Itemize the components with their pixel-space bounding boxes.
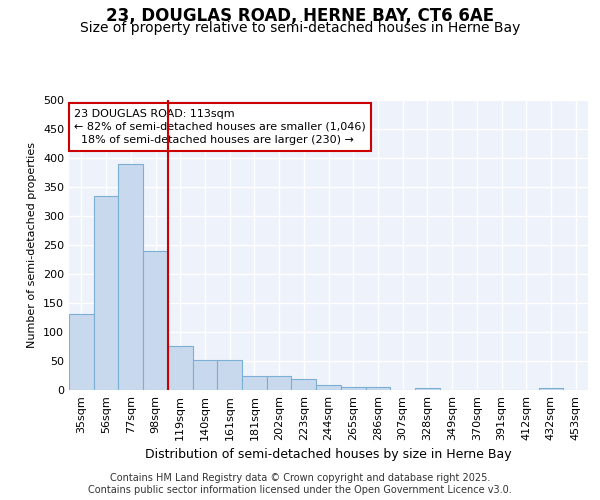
Bar	[193, 360, 217, 390]
Bar	[242, 376, 267, 390]
Text: 23 DOUGLAS ROAD: 113sqm
← 82% of semi-detached houses are smaller (1,046)
  18% : 23 DOUGLAS ROAD: 113sqm ← 82% of semi-de…	[74, 108, 366, 145]
Bar	[168, 346, 193, 390]
Y-axis label: Number of semi-detached properties: Number of semi-detached properties	[28, 142, 37, 348]
Bar	[267, 376, 292, 390]
Bar	[118, 164, 143, 390]
Text: Size of property relative to semi-detached houses in Herne Bay: Size of property relative to semi-detach…	[80, 21, 520, 35]
Bar	[292, 379, 316, 390]
Bar	[69, 314, 94, 390]
Bar	[539, 388, 563, 390]
Bar	[316, 386, 341, 390]
Bar	[341, 387, 365, 390]
Bar	[143, 251, 168, 390]
Bar	[415, 388, 440, 390]
Bar	[365, 387, 390, 390]
Bar	[94, 196, 118, 390]
Text: 23, DOUGLAS ROAD, HERNE BAY, CT6 6AE: 23, DOUGLAS ROAD, HERNE BAY, CT6 6AE	[106, 8, 494, 26]
Bar	[217, 360, 242, 390]
X-axis label: Distribution of semi-detached houses by size in Herne Bay: Distribution of semi-detached houses by …	[145, 448, 512, 462]
Text: Contains HM Land Registry data © Crown copyright and database right 2025.
Contai: Contains HM Land Registry data © Crown c…	[88, 474, 512, 495]
